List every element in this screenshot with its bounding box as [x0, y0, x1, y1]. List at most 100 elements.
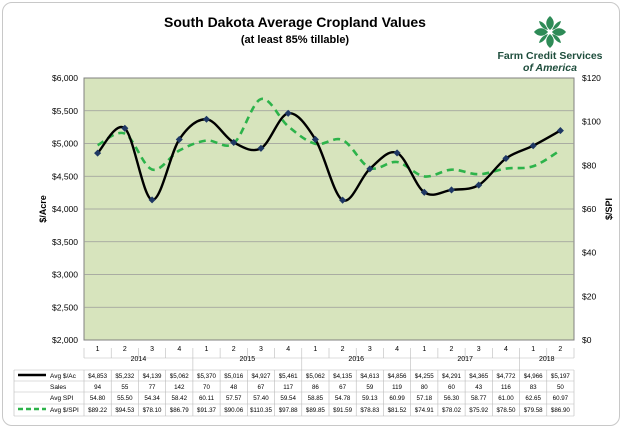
table-cell-spi: $86.79	[170, 407, 189, 414]
x-tick-quarter: 1	[422, 346, 426, 353]
table-cell-sales: 94	[94, 384, 101, 391]
data-point-acre	[121, 124, 129, 132]
table-cell-spi: $89.22	[88, 407, 107, 414]
x-tick-quarter: 4	[504, 346, 508, 353]
table-cell-sales: 48	[230, 384, 237, 391]
y-tick-right: $40	[582, 248, 596, 258]
y-tick-left: $3,000	[52, 270, 78, 280]
table-cell-acre: $4,772	[496, 373, 515, 380]
x-tick-quarter: 1	[205, 346, 209, 353]
table-cell-acre: $4,291	[442, 373, 461, 380]
data-point-acre	[284, 109, 292, 117]
table-cell-spi: $75.92	[469, 407, 488, 414]
table-cell-sales: 117	[283, 384, 293, 391]
table-cell-avg-spi: 54.78	[335, 395, 351, 402]
y-tick-right: $120	[582, 73, 601, 83]
data-point-acre	[230, 138, 238, 146]
x-tick-quarter: 2	[232, 346, 236, 353]
data-point-acre	[447, 186, 456, 194]
table-cell-spi: $91.59	[333, 407, 352, 414]
table-cell-acre: $4,856	[388, 373, 407, 380]
table-cell-acre: $5,197	[551, 373, 570, 380]
x-tick-quarter: 1	[313, 346, 317, 353]
data-point-acre	[502, 154, 510, 162]
data-point-acre	[257, 144, 265, 152]
y-tick-left: $2,500	[52, 302, 78, 312]
table-cell-sales: 116	[501, 384, 511, 391]
logo-line-2: of America	[523, 62, 577, 74]
table-row-label: Avg SPI	[50, 395, 74, 402]
table-cell-avg-spi: 58.42	[172, 395, 188, 402]
table-cell-spi: $91.37	[197, 407, 216, 414]
table-cell-spi: $81.52	[388, 407, 407, 414]
x-tick-quarter: 2	[341, 346, 345, 353]
data-point-acre	[175, 135, 183, 143]
x-tick-quarter: 3	[150, 346, 154, 353]
table-cell-spi: $78.50	[496, 407, 515, 414]
table-cell-sales: 86	[312, 384, 319, 391]
table-cell-acre: $5,370	[197, 373, 216, 380]
table-cell-spi: $74.91	[415, 407, 434, 414]
table-cell-avg-spi: 54.80	[90, 395, 106, 402]
data-point-acre	[202, 115, 211, 123]
x-tick-quarter: 4	[177, 346, 181, 353]
table-cell-spi: $90.06	[224, 407, 243, 414]
table-cell-avg-spi: 58.77	[471, 395, 487, 402]
table-cell-avg-spi: 57.57	[226, 395, 242, 402]
table-cell-sales: 77	[149, 384, 156, 391]
data-point-acre	[556, 127, 564, 135]
table-cell-spi: $97.88	[279, 407, 298, 414]
y-tick-right: $80	[582, 160, 596, 170]
table-cell-acre: $5,016	[224, 373, 243, 380]
x-tick-quarter: 4	[395, 346, 399, 353]
y-tick-right: $20	[582, 291, 596, 301]
y-tick-left: $6,000	[52, 73, 78, 83]
x-tick-year: 2014	[131, 356, 147, 363]
table-cell-avg-spi: 61.00	[498, 395, 514, 402]
chart-subtitle: (at least 85% tillable)	[240, 34, 350, 46]
table-cell-acre: $4,255	[415, 373, 434, 380]
table-cell-spi: $78.10	[143, 407, 162, 414]
data-point-acre	[420, 188, 428, 196]
logo-text: Farm Credit Services of America	[492, 50, 608, 74]
table-cell-sales: 119	[392, 384, 402, 391]
chart-title: South Dakota Average Cropland Values	[164, 14, 426, 30]
y-axis-label-right: $/SPI	[604, 198, 614, 220]
table-cell-acre: $5,062	[170, 373, 189, 380]
table-cell-spi: $78.83	[360, 407, 379, 414]
table-cell-avg-spi: 57.40	[253, 395, 269, 402]
table-row-label: Avg $/SPI	[50, 407, 79, 414]
table-cell-spi: $94.53	[115, 407, 134, 414]
x-tick-quarter: 3	[368, 346, 372, 353]
y-tick-left: $4,500	[52, 171, 78, 181]
table-cell-avg-spi: 58.85	[308, 395, 324, 402]
table-cell-avg-spi: 60.97	[553, 395, 569, 402]
data-point-acre	[311, 135, 319, 143]
table-cell-acre: $5,461	[279, 373, 298, 380]
table-cell-sales: 142	[174, 384, 185, 391]
table-cell-avg-spi: 59.54	[280, 395, 296, 402]
table-cell-avg-spi: 62.65	[525, 395, 541, 402]
table-cell-sales: 83	[530, 384, 537, 391]
table-cell-acre: $4,135	[333, 373, 352, 380]
table-cell-acre: $5,062	[306, 373, 325, 380]
y-tick-left: $2,000	[52, 335, 78, 345]
table-cell-acre: $4,365	[469, 373, 488, 380]
logo-line-1: Farm Credit Services	[497, 50, 603, 62]
table-cell-sales: 80	[421, 384, 428, 391]
x-tick-quarter: 3	[477, 346, 481, 353]
table-cell-acre: $4,927	[251, 373, 270, 380]
data-point-acre	[94, 149, 102, 157]
table-cell-sales: 67	[339, 384, 346, 391]
table-cell-sales: 67	[257, 384, 264, 391]
table-cell-avg-spi: 60.99	[389, 395, 405, 402]
x-tick-quarter: 3	[259, 346, 263, 353]
x-tick-quarter: 2	[558, 346, 562, 353]
y-axis-label-left: $/Acre	[38, 195, 48, 223]
table-cell-sales: 55	[121, 384, 128, 391]
x-tick-year: 2016	[348, 356, 364, 363]
table-cell-avg-spi: 55.50	[117, 395, 133, 402]
x-tick-year: 2017	[457, 356, 473, 363]
x-tick-quarter: 4	[286, 346, 290, 353]
table-cell-acre: $4,966	[524, 373, 543, 380]
